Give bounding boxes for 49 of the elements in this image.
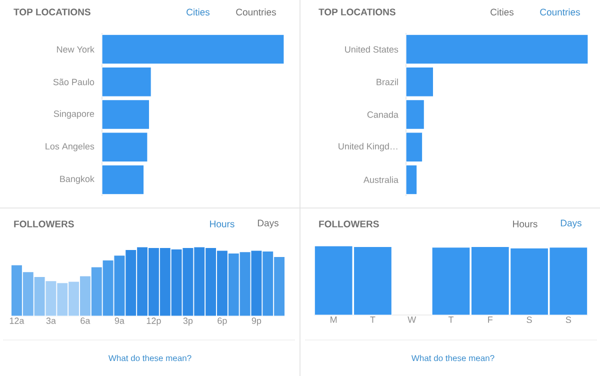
- x-tick-label: 3a: [46, 318, 56, 324]
- x-tick-label: F: [488, 316, 493, 323]
- y-tick-label: United States: [345, 46, 398, 53]
- x-tick-label: M: [330, 316, 337, 323]
- text: What do these mean?: [108, 354, 192, 362]
- x-tick-label: T: [370, 316, 376, 323]
- x-tick-label: 6a: [80, 318, 90, 324]
- y-tick-label: Singapore: [54, 110, 94, 119]
- y-tick-label: Los Angeles: [46, 142, 94, 152]
- text: Cities: [490, 8, 514, 16]
- text: What do these mean?: [411, 354, 494, 362]
- x-tick-label: S: [526, 316, 532, 323]
- chart-title: TOP LOCATIONS: [318, 8, 396, 16]
- bar: [406, 164, 418, 195]
- text: Days: [258, 220, 278, 228]
- bar: [406, 100, 425, 130]
- text: Hours: [513, 220, 538, 228]
- y-tick-label: New York: [57, 46, 94, 53]
- text: Hours: [210, 220, 234, 228]
- bar: [102, 34, 284, 64]
- x-tick-label: T: [448, 316, 454, 323]
- x-tick-label: S: [566, 316, 572, 323]
- text: Countries: [540, 8, 580, 16]
- chart-title: FOLLOWERS: [14, 220, 74, 228]
- text: Cities: [186, 8, 210, 16]
- y-tick-label: Canada: [367, 111, 398, 118]
- bar: [102, 100, 150, 130]
- y-tick-label: Bangkok: [60, 176, 94, 184]
- bar: [406, 34, 588, 64]
- bar: [102, 66, 152, 97]
- y-tick-label: United Kingd…: [338, 142, 398, 152]
- y-tick-label: São Paulo: [53, 78, 94, 86]
- y-tick-label: Brazil: [376, 78, 398, 86]
- bar: [102, 164, 144, 195]
- bar: [102, 132, 148, 162]
- text: Countries: [236, 8, 276, 16]
- text: Days: [560, 220, 582, 228]
- x-tick-label: 9a: [114, 318, 124, 324]
- chart-title: FOLLOWERS: [319, 220, 379, 228]
- bar: [406, 66, 434, 97]
- y-tick-label: Australia: [363, 176, 398, 184]
- x-tick-label: 9p: [252, 318, 262, 326]
- x-tick-label: 12a: [10, 318, 24, 324]
- x-tick-label: 12p: [146, 318, 161, 326]
- chart-title: TOP LOCATIONS: [14, 8, 90, 16]
- x-tick-label: W: [408, 316, 416, 323]
- bar: [406, 132, 423, 162]
- x-tick-label: 3p: [183, 318, 193, 326]
- x-tick-label: 6p: [218, 318, 227, 326]
